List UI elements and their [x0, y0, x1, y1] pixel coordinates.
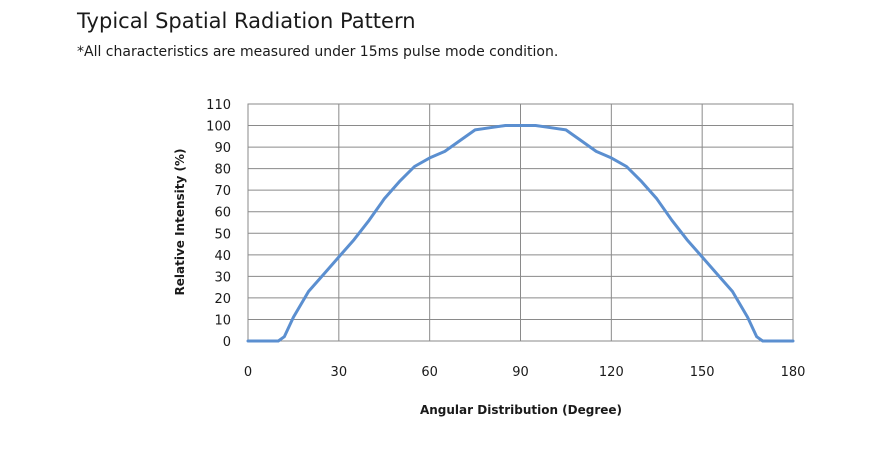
x-tick-label: 60 [421, 365, 438, 380]
page-subtitle: *All characteristics are measured under … [77, 44, 559, 60]
y-tick-label: 50 [214, 227, 231, 242]
y-tick-label: 10 [214, 313, 231, 328]
y-axis-title: Relative Intensity (%) [173, 149, 187, 296]
x-tick-label: 180 [781, 365, 806, 380]
series-line [246, 124, 795, 343]
y-tick-label: 60 [214, 206, 231, 221]
x-tick-label: 120 [599, 365, 624, 380]
x-tick-label: 30 [331, 365, 348, 380]
plot-frame [247, 103, 794, 342]
y-tick-label: 90 [214, 141, 231, 156]
grid-layer [247, 103, 794, 342]
x-axis-title: Angular Distribution (Degree) [420, 403, 622, 417]
y-tick-label: 110 [206, 98, 231, 113]
x-tick-label: 150 [690, 365, 715, 380]
y-tick-labels: 0 10 20 30 40 50 60 70 80 90 100 110 [206, 98, 231, 350]
y-tick-label: 40 [214, 249, 231, 264]
x-tick-label: 0 [244, 365, 252, 380]
page-title: Typical Spatial Radiation Pattern [77, 9, 416, 33]
y-tick-label: 80 [214, 163, 231, 178]
y-tick-label: 20 [214, 292, 231, 307]
x-tick-labels: 0 30 60 90 120 150 180 [244, 365, 806, 380]
y-tick-label: 0 [223, 335, 231, 350]
y-tick-label: 70 [214, 184, 231, 199]
y-tick-label: 100 [206, 120, 231, 135]
x-tick-label: 90 [512, 365, 529, 380]
y-tick-label: 30 [214, 270, 231, 285]
